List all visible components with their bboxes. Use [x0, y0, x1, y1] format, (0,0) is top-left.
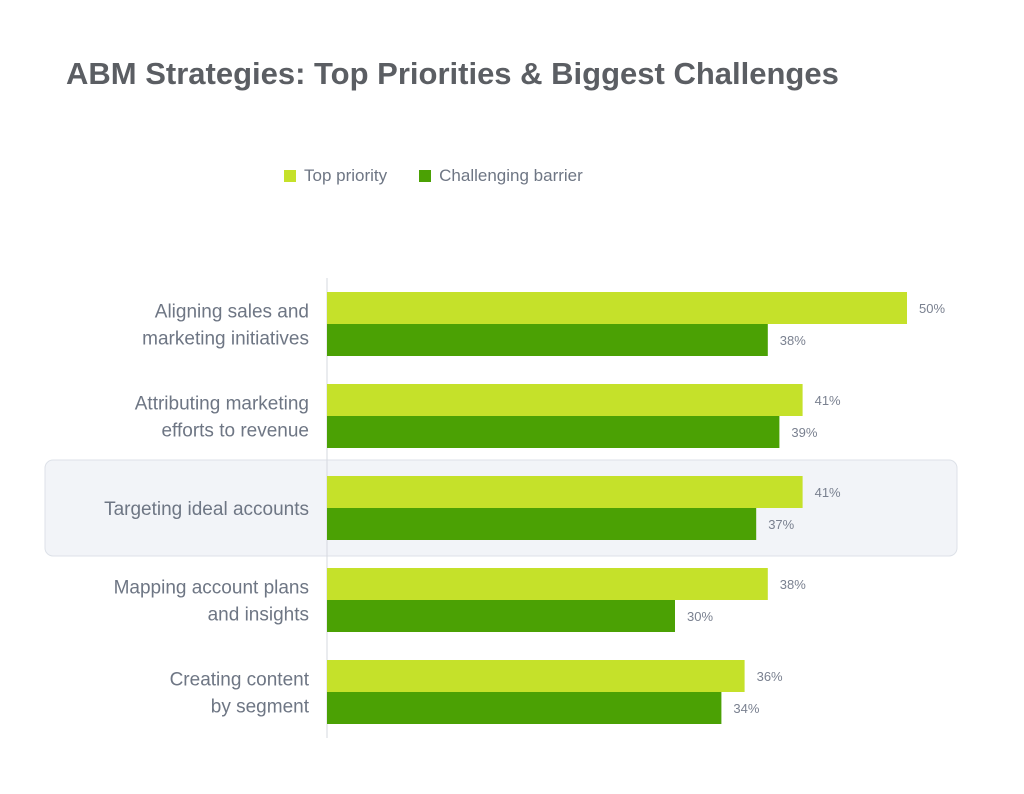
- bar-top-priority: [327, 568, 768, 600]
- category-label: Attributing marketing: [135, 394, 309, 415]
- category-label: marketing initiatives: [142, 329, 309, 350]
- bar-challenging-barrier: [327, 324, 768, 356]
- bar-challenging-barrier: [327, 416, 780, 448]
- data-label: 36%: [757, 669, 783, 684]
- data-label: 34%: [733, 701, 759, 716]
- bar-top-priority: [327, 476, 803, 508]
- legend-swatch-top-priority: [284, 170, 296, 182]
- bar-top-priority: [327, 292, 907, 324]
- data-label: 38%: [780, 333, 806, 348]
- legend-item-challenging-barrier: Challenging barrier: [419, 166, 583, 186]
- data-label: 37%: [768, 517, 794, 532]
- category-label: and insights: [208, 605, 309, 626]
- data-label: 30%: [687, 609, 713, 624]
- data-label: 39%: [791, 425, 817, 440]
- data-label: 50%: [919, 301, 945, 316]
- category-label: efforts to revenue: [161, 421, 309, 442]
- legend-label-top-priority: Top priority: [304, 166, 388, 185]
- category-label: Targeting ideal accounts: [104, 499, 309, 520]
- legend-item-top-priority: Top priority: [284, 166, 387, 186]
- legend-swatch-challenging-barrier: [419, 170, 432, 182]
- legend: Top priority Challenging barrier: [284, 166, 615, 186]
- category-label: Mapping account plans: [114, 578, 309, 599]
- chart-title: ABM Strategies: Top Priorities & Biggest…: [66, 56, 839, 91]
- data-label: 41%: [815, 485, 841, 500]
- legend-label-challenging-barrier: Challenging barrier: [439, 166, 583, 185]
- bar-top-priority: [327, 660, 745, 692]
- data-label: 38%: [780, 577, 806, 592]
- category-label: by segment: [211, 697, 310, 718]
- bar-challenging-barrier: [327, 692, 722, 724]
- bar-challenging-barrier: [327, 508, 757, 540]
- data-label: 41%: [815, 393, 841, 408]
- bar-top-priority: [327, 384, 803, 416]
- category-label: Creating content: [170, 670, 310, 691]
- bar-challenging-barrier: [327, 600, 675, 632]
- category-label: Aligning sales and: [155, 302, 309, 323]
